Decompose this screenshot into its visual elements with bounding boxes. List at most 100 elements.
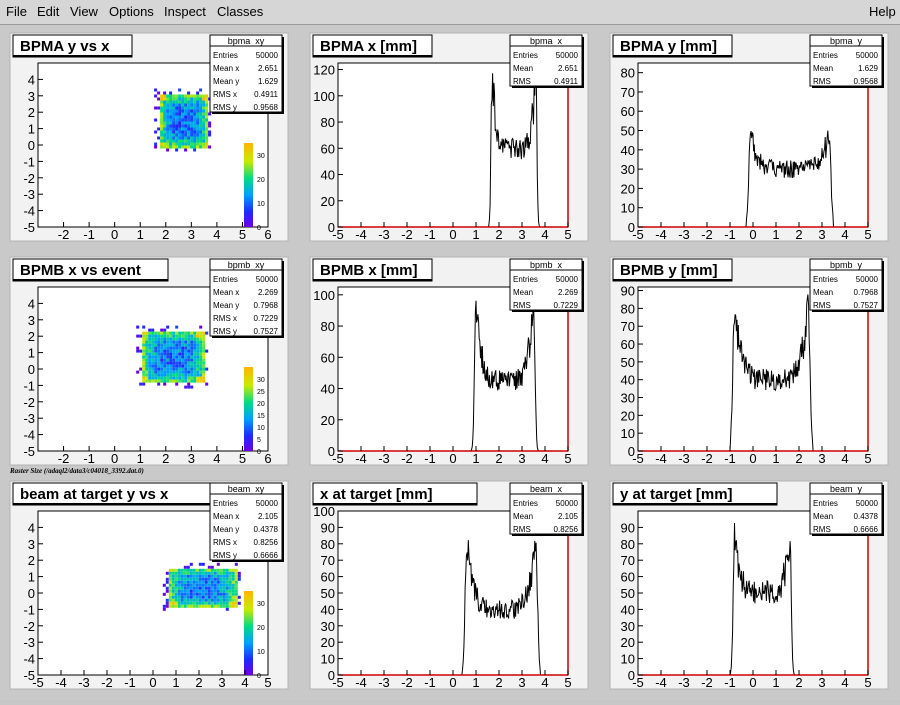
menu-options[interactable]: Options [109, 4, 154, 19]
heatmap-cell [199, 367, 203, 371]
heatmap-cell [234, 571, 238, 575]
heatmap-cell [219, 586, 223, 590]
y-tick-label: 80 [621, 301, 635, 316]
heatmap-cell [142, 340, 146, 344]
heatmap-cell [202, 100, 206, 104]
heatmap-cell [154, 343, 158, 347]
y-tick-label: 10 [321, 652, 335, 667]
heatmap-cell [187, 364, 191, 368]
heatmap-cell [163, 370, 167, 374]
heatmap-cell [202, 118, 206, 122]
heatmap-cell [148, 343, 152, 347]
heatmap-cell [175, 136, 179, 140]
y-tick-label: 30 [321, 619, 335, 634]
heatmap-cell [213, 574, 217, 578]
heatmap-cell [142, 361, 146, 365]
menu-view[interactable]: View [70, 4, 98, 19]
stats-key: Mean [813, 512, 833, 521]
heatmap-cell [168, 586, 172, 590]
heatmap-cell [160, 94, 164, 98]
heatmap-cell [160, 352, 164, 356]
heatmap-cell [190, 376, 194, 380]
heatmap-cell [175, 382, 179, 386]
x-tick-label: -2 [401, 227, 413, 242]
heatmap-cell [174, 574, 178, 578]
heatmap-cell [169, 97, 173, 101]
menu-help[interactable]: Help [869, 4, 896, 19]
heatmap-cell [166, 352, 170, 356]
heatmap-cell [148, 364, 152, 368]
heatmap-cell [195, 580, 199, 584]
heatmap-cell [180, 577, 184, 581]
heatmap-cell [205, 130, 209, 134]
heatmap-cell [166, 343, 170, 347]
heatmap-cell [139, 349, 143, 353]
title-shadow [13, 279, 168, 281]
heatmap-cell [169, 142, 173, 146]
heatmap-cell [234, 601, 238, 605]
x-tick-label: 5 [239, 451, 246, 466]
heatmap-cell [228, 574, 232, 578]
heatmap-cell [172, 130, 176, 134]
heatmap-cell [187, 94, 191, 98]
heatmap-cell [178, 349, 182, 353]
heatmap-cell [172, 334, 176, 338]
heatmap-cell [196, 355, 200, 359]
heatmap-cell [231, 574, 235, 578]
heatmap-cell [172, 118, 176, 122]
heatmap-cell [196, 124, 200, 128]
x-tick-label: -3 [678, 227, 690, 242]
heatmap-cell [202, 340, 206, 344]
heatmap-cell [175, 346, 179, 350]
heatmap-cell [187, 385, 191, 389]
heatmap-cell [181, 133, 185, 137]
heatmap-cell [195, 586, 199, 590]
heatmap-cell [190, 115, 194, 119]
menu-classes[interactable]: Classes [217, 4, 264, 19]
y-tick-label: -4 [23, 428, 35, 443]
menu-inspect[interactable]: Inspect [164, 4, 206, 19]
heatmap-cell [157, 361, 161, 365]
heatmap-cell [205, 124, 209, 128]
heatmap-cell [205, 109, 209, 113]
plot-frame [337, 286, 569, 452]
heatmap-cell [172, 379, 176, 383]
heatmap-cell [180, 589, 184, 593]
heatmap-cell [178, 94, 182, 98]
heatmap-cell [190, 112, 194, 116]
heatmap-cell [190, 136, 194, 140]
heatmap-cell [231, 589, 235, 593]
heatmap-cell [190, 94, 194, 98]
heatmap-cell [172, 340, 176, 344]
heatmap-cell [196, 133, 200, 137]
heatmap-cell [190, 142, 194, 146]
heatmap-cell [199, 100, 203, 104]
heatmap-cell [166, 103, 170, 107]
heatmap-cell [201, 598, 205, 602]
menu-edit[interactable]: Edit [37, 4, 60, 19]
heatmap-cell [199, 127, 203, 131]
heatmap-cell [198, 583, 202, 587]
heatmap-cell [190, 130, 194, 134]
heatmap-cell [196, 121, 200, 125]
heatmap-cell [210, 577, 214, 581]
heatmap-cell [154, 364, 158, 368]
heatmap-cell [196, 127, 200, 131]
heatmap-cell [163, 133, 167, 137]
heatmap-cell [234, 568, 238, 572]
heatmap-cell [196, 118, 200, 122]
menu-file[interactable]: File [6, 4, 27, 19]
heatmap-cell [172, 331, 176, 335]
heatmap-cell [207, 586, 211, 590]
heatmap-cell [142, 358, 146, 362]
heatmap-cell [228, 598, 232, 602]
x-tick-label: -1 [83, 451, 95, 466]
heatmap-cell [186, 574, 190, 578]
heatmap-cell [184, 331, 188, 335]
chart-title: BPMB x [mm] [320, 262, 418, 279]
heatmap-cell [190, 355, 194, 359]
heatmap-cell [154, 337, 158, 341]
heatmap-cell [210, 601, 214, 605]
heatmap-cell [169, 364, 173, 368]
